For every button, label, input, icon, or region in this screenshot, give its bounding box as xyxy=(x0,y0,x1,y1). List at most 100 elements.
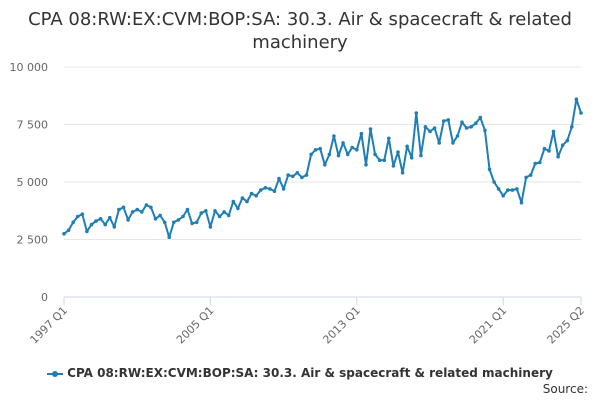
data-point[interactable] xyxy=(272,189,277,193)
data-point[interactable] xyxy=(437,141,442,145)
data-point[interactable] xyxy=(313,148,318,152)
data-point[interactable] xyxy=(185,207,190,212)
data-point[interactable] xyxy=(332,134,336,138)
data-point[interactable] xyxy=(80,212,85,216)
data-point[interactable] xyxy=(355,148,359,152)
data-point[interactable] xyxy=(515,187,519,191)
data-point[interactable] xyxy=(249,191,254,196)
legend[interactable]: CPA 08:RW:EX:CVM:BOP:SA: 30.3. Air & spa… xyxy=(0,366,600,380)
data-point[interactable] xyxy=(135,207,139,212)
data-point[interactable] xyxy=(387,136,391,141)
data-point[interactable] xyxy=(130,210,135,214)
data-point[interactable] xyxy=(112,225,117,229)
data-point[interactable] xyxy=(501,194,506,198)
data-point[interactable] xyxy=(377,158,382,162)
data-point[interactable] xyxy=(474,121,478,126)
data-point[interactable] xyxy=(85,229,89,234)
data-point[interactable] xyxy=(542,146,547,151)
data-point[interactable] xyxy=(483,128,487,133)
data-point[interactable] xyxy=(405,144,409,149)
data-point[interactable] xyxy=(423,125,428,129)
data-point[interactable] xyxy=(318,146,323,151)
data-point[interactable] xyxy=(162,220,167,225)
data-point[interactable] xyxy=(579,111,583,115)
data-point[interactable] xyxy=(528,173,533,177)
data-point[interactable] xyxy=(519,200,524,205)
data-point[interactable] xyxy=(103,222,107,227)
data-point[interactable] xyxy=(199,211,204,215)
data-point[interactable] xyxy=(373,152,377,157)
data-point[interactable] xyxy=(89,222,94,227)
data-point[interactable] xyxy=(204,209,208,213)
data-point[interactable] xyxy=(126,218,130,222)
data-point[interactable] xyxy=(222,210,226,214)
data-point[interactable] xyxy=(327,152,332,157)
data-point[interactable] xyxy=(506,188,510,192)
data-point[interactable] xyxy=(574,97,579,101)
data-point[interactable] xyxy=(524,175,528,180)
data-point[interactable] xyxy=(538,160,542,165)
data-point[interactable] xyxy=(240,196,245,200)
data-point[interactable] xyxy=(478,115,483,120)
data-point[interactable] xyxy=(496,187,501,191)
data-point[interactable] xyxy=(71,220,75,225)
data-point[interactable] xyxy=(98,217,103,221)
data-point[interactable] xyxy=(190,221,194,226)
data-point[interactable] xyxy=(547,149,551,153)
data-point[interactable] xyxy=(236,206,240,211)
data-point[interactable] xyxy=(409,156,414,160)
data-point[interactable] xyxy=(291,174,295,179)
data-point[interactable] xyxy=(75,214,80,219)
data-point[interactable] xyxy=(451,141,455,145)
data-point[interactable] xyxy=(172,220,176,225)
data-point[interactable] xyxy=(208,225,213,229)
data-point[interactable] xyxy=(286,173,291,177)
data-point[interactable] xyxy=(108,215,112,220)
data-point[interactable] xyxy=(117,207,121,212)
data-point[interactable] xyxy=(464,126,469,130)
data-point[interactable] xyxy=(258,188,263,192)
data-point[interactable] xyxy=(268,187,272,191)
data-point[interactable] xyxy=(323,163,327,167)
data-point[interactable] xyxy=(140,210,144,214)
data-point[interactable] xyxy=(565,138,570,143)
data-point[interactable] xyxy=(66,228,71,233)
data-point[interactable] xyxy=(396,150,400,154)
data-point[interactable] xyxy=(551,129,556,134)
data-point[interactable] xyxy=(300,175,304,180)
data-point[interactable] xyxy=(419,153,423,158)
data-point[interactable] xyxy=(336,153,341,158)
data-point[interactable] xyxy=(345,152,350,157)
data-point[interactable] xyxy=(432,126,437,130)
data-point[interactable] xyxy=(341,141,345,145)
data-point[interactable] xyxy=(441,119,446,123)
data-point[interactable] xyxy=(309,152,313,157)
data-point[interactable] xyxy=(213,209,217,213)
data-point[interactable] xyxy=(350,145,355,150)
data-point[interactable] xyxy=(277,176,281,181)
series-line[interactable] xyxy=(63,98,582,239)
data-point[interactable] xyxy=(556,154,560,159)
data-point[interactable] xyxy=(176,218,181,222)
data-point[interactable] xyxy=(359,131,364,136)
data-point[interactable] xyxy=(158,213,162,218)
data-point[interactable] xyxy=(62,232,66,236)
data-point[interactable] xyxy=(217,214,222,219)
data-point[interactable] xyxy=(364,163,368,167)
data-point[interactable] xyxy=(153,217,158,221)
data-point[interactable] xyxy=(254,194,258,198)
data-point[interactable] xyxy=(492,180,496,184)
data-point[interactable] xyxy=(263,186,268,190)
data-point[interactable] xyxy=(295,171,300,175)
data-point[interactable] xyxy=(382,158,387,162)
data-point[interactable] xyxy=(181,214,185,219)
data-point[interactable] xyxy=(391,164,396,168)
data-point[interactable] xyxy=(121,205,126,210)
data-point[interactable] xyxy=(414,111,419,115)
data-point[interactable] xyxy=(487,167,492,172)
data-point[interactable] xyxy=(167,235,171,239)
data-point[interactable] xyxy=(226,213,231,218)
data-point[interactable] xyxy=(400,171,405,175)
data-point[interactable] xyxy=(455,134,460,138)
data-point[interactable] xyxy=(304,173,309,177)
